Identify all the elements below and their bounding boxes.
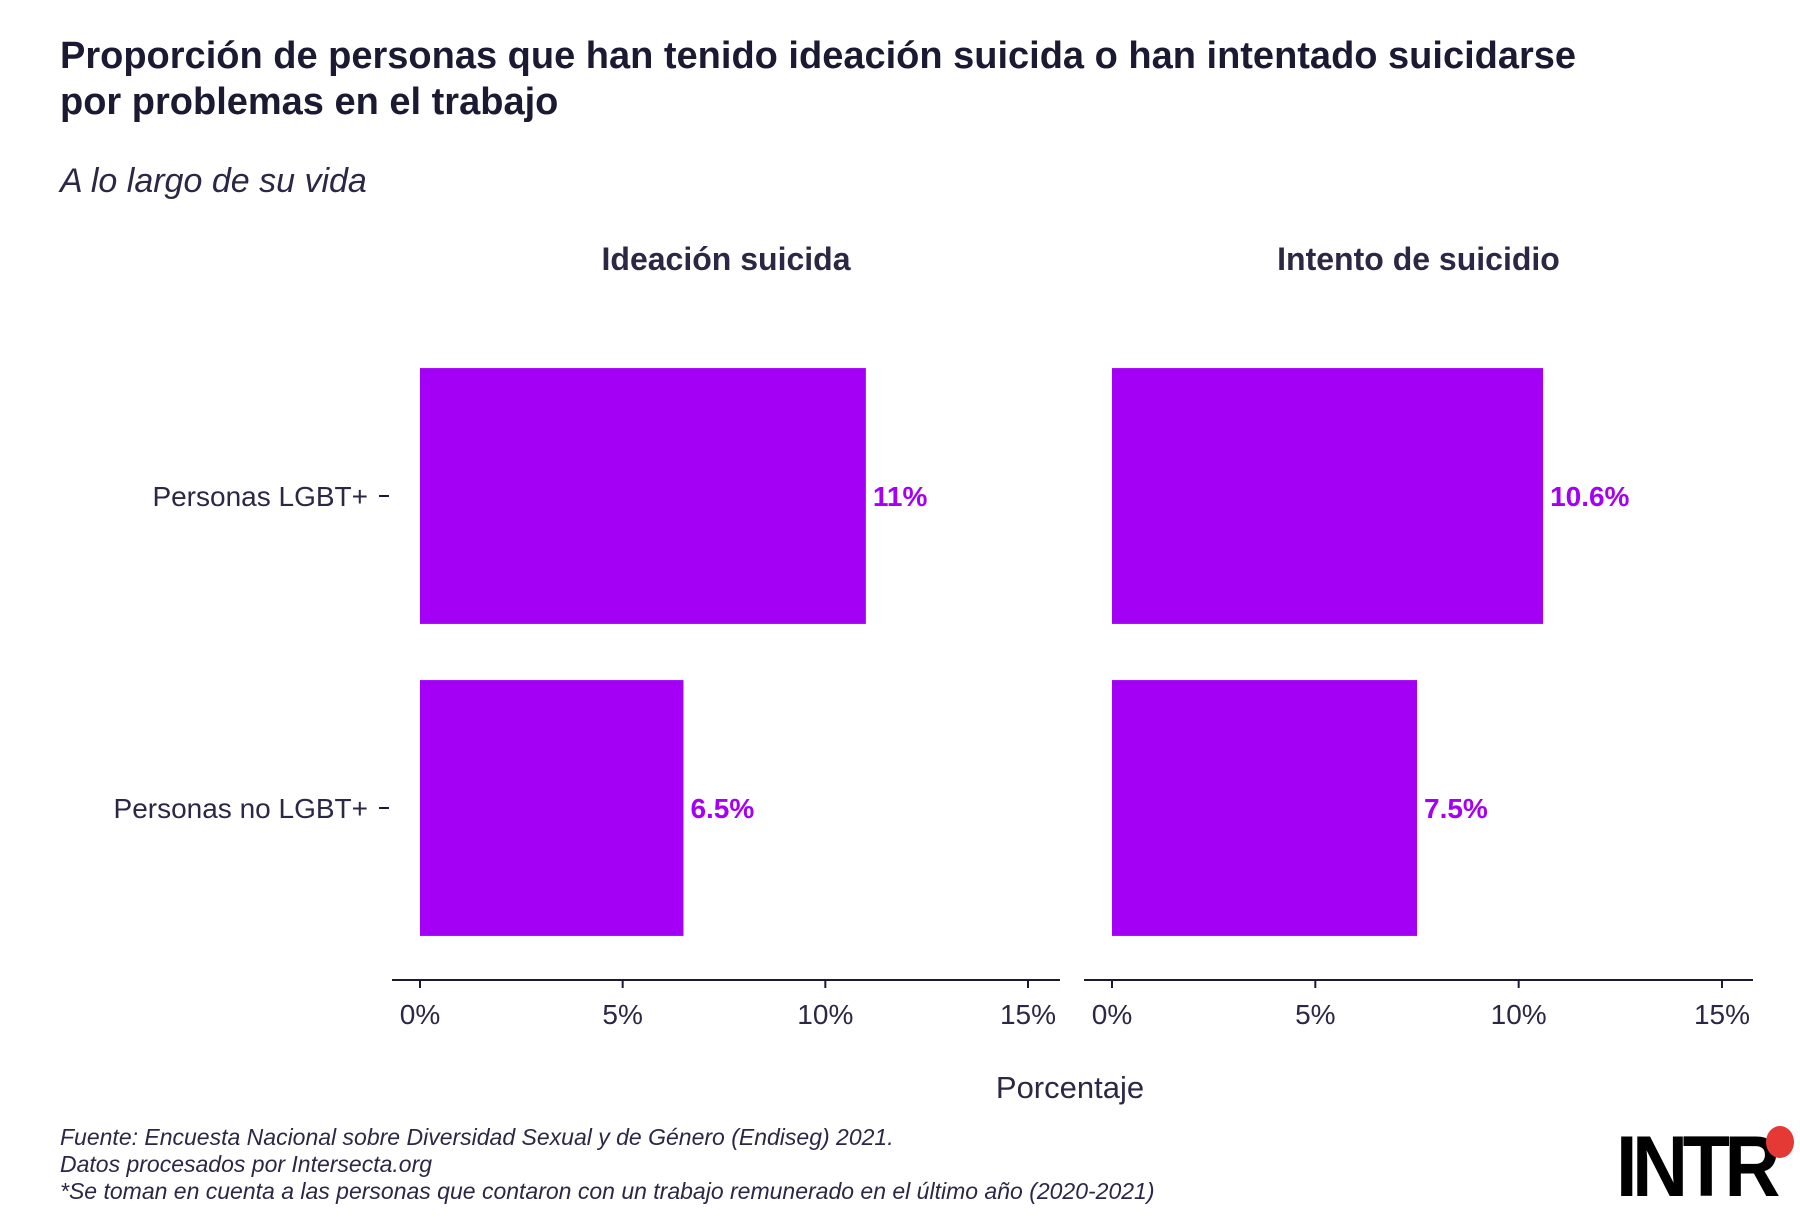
data-label: 7.5% xyxy=(1424,793,1488,824)
data-label: 6.5% xyxy=(690,793,754,824)
x-axis-title: Porcentaje xyxy=(996,1070,1144,1105)
logo-dot-icon xyxy=(1766,1126,1794,1158)
panel-title: Ideación suicida xyxy=(602,241,851,277)
chart-subtitle: A lo largo de su vida xyxy=(60,162,367,200)
bar-no-lgbt xyxy=(420,680,684,936)
x-tick-label: 15% xyxy=(1694,999,1750,1030)
data-label: 10.6% xyxy=(1550,481,1629,512)
footer-processed: Datos procesados por Intersecta.org xyxy=(60,1151,433,1177)
y-tick-label: Personas no LGBT+ xyxy=(114,793,368,824)
chart-title: Proporción de personas que han tenido id… xyxy=(60,35,1577,123)
bar-lgbt xyxy=(420,368,866,624)
x-tick-label: 0% xyxy=(1092,999,1132,1030)
bar-lgbt xyxy=(1112,368,1544,624)
x-tick-label: 15% xyxy=(1000,999,1056,1030)
footer-source: Fuente: Encuesta Nacional sobre Diversid… xyxy=(60,1124,894,1150)
intersecta-logo: INTR xyxy=(1616,1119,1794,1215)
data-label: 11% xyxy=(873,481,928,512)
footer: Fuente: Encuesta Nacional sobre Diversid… xyxy=(60,1124,1155,1205)
x-tick-label: 10% xyxy=(797,999,853,1030)
bar-no-lgbt xyxy=(1112,680,1417,936)
chart-area: Ideación suicida 11% 6.5% 0% 5% 10% 15% Intento… xyxy=(114,241,1753,1105)
panel-title: Intento de suicidio xyxy=(1277,241,1560,277)
x-tick-label: 5% xyxy=(1295,999,1335,1030)
x-tick-label: 10% xyxy=(1491,999,1547,1030)
y-tick-label: Personas LGBT+ xyxy=(152,481,368,512)
logo-text: INTR xyxy=(1616,1119,1780,1215)
footer-note: *Se toman en cuenta a las personas que c… xyxy=(60,1178,1155,1204)
x-tick-label: 0% xyxy=(400,999,440,1030)
x-tick-label: 5% xyxy=(602,999,642,1030)
